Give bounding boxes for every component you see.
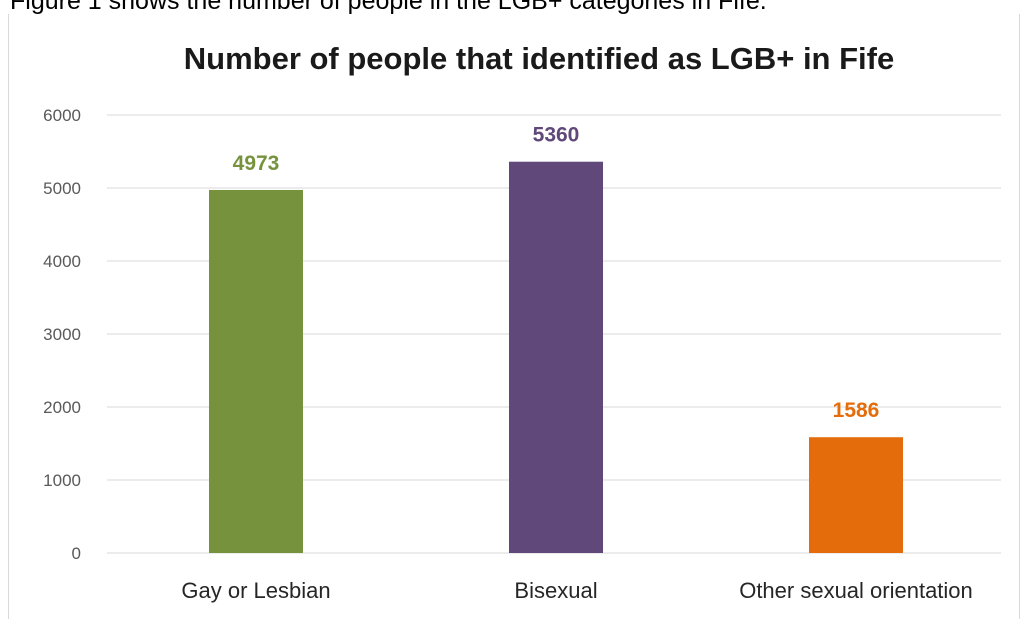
- y-axis-ticks: 0 1000 2000 3000 4000 5000 6000: [43, 106, 81, 563]
- y-tick-label: 3000: [43, 325, 81, 344]
- bar-chart: Number of people that identified as LGB+…: [43, 41, 1001, 603]
- data-label: 4973: [233, 152, 280, 175]
- figure-caption: Figure 1 shows the number of people in t…: [10, 0, 767, 15]
- y-tick-label: 6000: [43, 106, 81, 125]
- data-label: 1586: [833, 399, 880, 422]
- y-tick-label: 5000: [43, 179, 81, 198]
- bar: [809, 437, 903, 553]
- y-tick-label: 0: [72, 544, 81, 563]
- y-tick-label: 2000: [43, 398, 81, 417]
- bar: [509, 161, 603, 553]
- x-axis-categories: Gay or Lesbian Bisexual Other sexual orien…: [181, 578, 972, 603]
- y-tick-label: 1000: [43, 471, 81, 490]
- bar: [209, 189, 303, 553]
- bars: [209, 161, 903, 553]
- data-labels: 4973 5360 1586: [233, 124, 880, 423]
- category-label: Other sexual orientation: [739, 578, 973, 603]
- y-tick-label: 4000: [43, 252, 81, 271]
- chart-container: Number of people that identified as LGB+…: [8, 14, 1020, 619]
- data-label: 5360: [533, 124, 580, 147]
- category-label: Gay or Lesbian: [181, 578, 330, 603]
- category-label: Bisexual: [514, 578, 597, 603]
- chart-title: Number of people that identified as LGB+…: [184, 41, 894, 76]
